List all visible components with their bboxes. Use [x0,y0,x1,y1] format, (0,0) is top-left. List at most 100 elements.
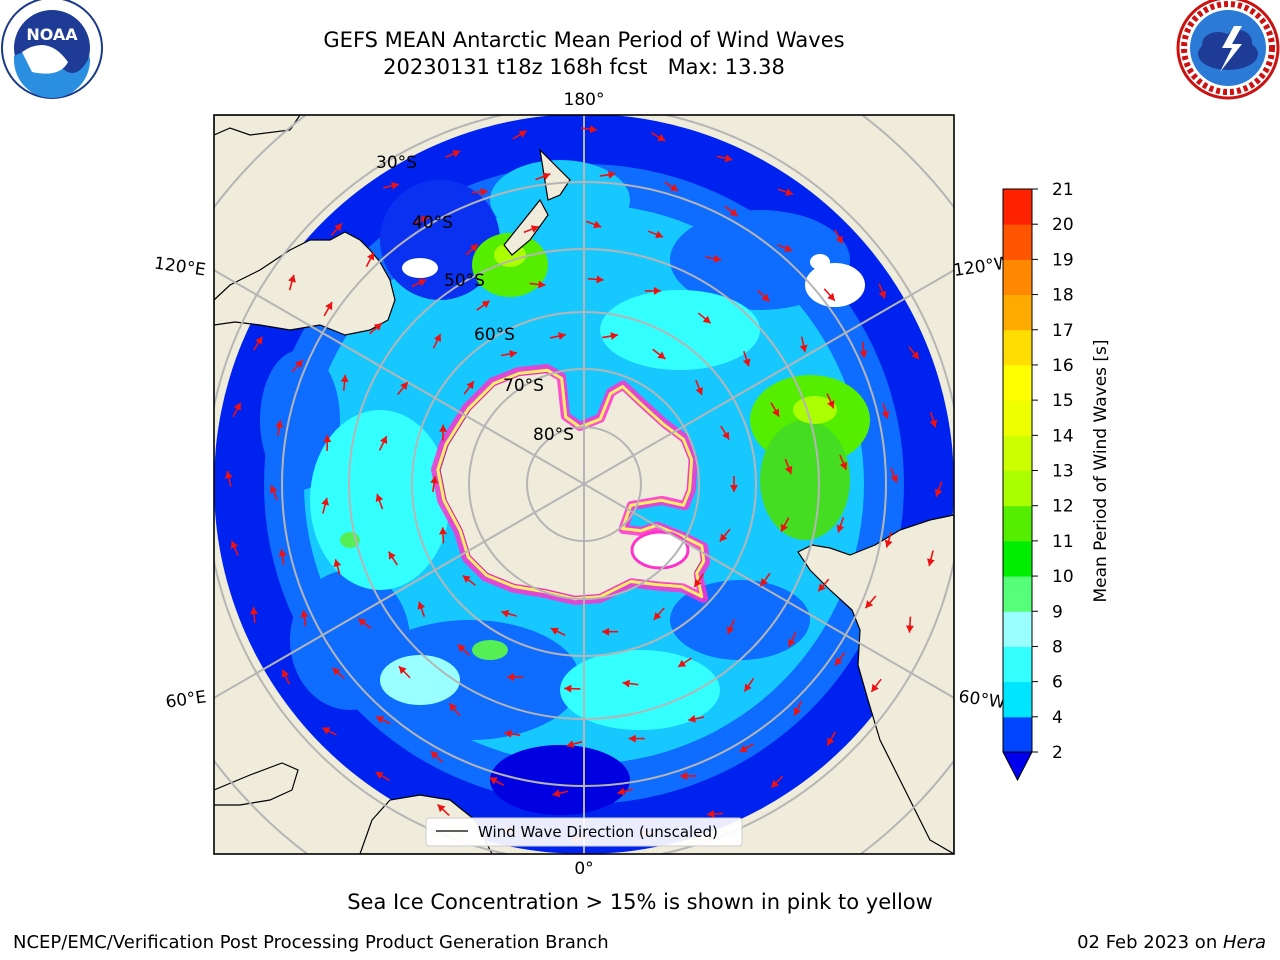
wind-arrow-head [439,424,448,432]
wind-arrow-head [469,244,478,252]
australia [214,231,396,336]
colorbar-segment [1003,364,1032,401]
wind-arrow-head [884,539,893,548]
wind-arrow-head [911,351,919,360]
wind-arrow-head [530,225,539,233]
wind-arrow-head [504,729,512,738]
lat-label-30: 30°S [376,153,417,173]
wind-arrow-head [730,485,738,492]
wind-arrow-head [934,488,943,497]
wind-arrow-head [333,559,342,568]
colorbar-tick-label: 16 [1052,356,1074,376]
wind-arrow-head [507,673,515,682]
wind-arrow-head [509,349,517,358]
wind-arrow-head [670,183,679,191]
wind-arrow-head [462,575,471,583]
colorbar-tick-label: 17 [1052,321,1074,341]
wind-arrow-head [596,275,604,284]
footer-date: 02 Feb 2023 on Hera [1077,932,1266,953]
noaa-logo-text: NOAA [26,25,78,44]
wind-arrow-head [702,315,711,324]
wind-arrow-head [653,612,662,620]
wind-arrow-head [417,601,426,610]
wind-arrow-head [437,804,446,813]
wind-arrow-head [724,154,733,163]
wind-arrow-head [890,474,898,483]
wind-arrow-head [761,293,770,302]
wind-arrow-head [865,600,874,609]
wind-arrow-head [564,684,572,693]
colorbar-tick-label: 6 [1052,673,1063,693]
wind-arrow-head [379,436,388,445]
wind-arrow-head [655,230,664,239]
wind-arrow-head [391,181,399,190]
lat-label-70: 70°S [503,376,544,396]
wind-arrow-head [617,787,626,796]
colorbar-segment [1003,400,1032,436]
wind-arrow-head [695,386,703,395]
wind-arrow-head [871,683,879,692]
wind-arrow-head [295,360,303,368]
wind-arrow-head [602,627,610,636]
wind-arrow-head [255,336,263,345]
wind-arrow-head [430,751,439,760]
wind-arrow-head [430,476,439,484]
colorbar-tick-label: 14 [1052,426,1074,446]
wind-arrow-head [878,290,887,299]
wind-arrow-head [784,465,793,474]
colorbar-segment [1003,646,1032,683]
wind-arrow-head [608,170,616,179]
wind-arrow-head [859,350,868,358]
lon-label-bottom: 0° [574,859,593,879]
wind-arrow-head [784,244,793,252]
wind-arrow-head [680,771,688,780]
colorbar-segment [1003,329,1032,366]
wind-arrow-head [835,657,843,666]
wind-arrow-head [398,666,407,675]
colorbar-tick-label: 15 [1052,391,1074,411]
lon-label-lower-right: 60°W [957,687,1006,713]
wind-arrow-head [439,527,447,535]
wind-arrow-head [836,524,845,533]
footer-machine: Hera [1222,932,1266,953]
wind-arrow-head [501,609,510,618]
wind-arrow-head [334,223,342,232]
wind-arrow-head [589,125,598,134]
south-america [797,514,954,854]
wind-arrow-head [332,667,341,676]
wind-arrow-head [771,779,779,788]
wind-arrow-head [449,703,458,712]
wind-arrow-head [230,540,239,549]
wind-arrow-head [388,551,396,560]
wind-arrow-head [927,558,935,567]
wind-arrow-head [281,669,290,678]
footer-branch: NCEP/EMC/Verification Post Processing Pr… [13,932,609,953]
wind-arrow-head [744,683,752,692]
lon-label-upper-left: 120°E [153,253,207,280]
wind-arrow-head [905,625,914,633]
wind-arrow-head [552,789,561,798]
wind-arrow-head [300,610,309,618]
colorbar-segment [1003,294,1032,331]
colorbar-tick-label: 9 [1052,602,1063,622]
wind-arrow-head [688,714,696,723]
wind-arrow-head [400,382,408,391]
wind-arrow-head [622,679,630,688]
wind-arrow-head [653,286,661,295]
colorbar-tick-label: 12 [1052,497,1074,517]
wind-arrow-head [719,533,728,542]
wind-arrow-head [827,737,835,746]
wind-arrow-head [420,215,429,224]
wind-arrow-head [593,220,602,229]
wind-arrow-head [739,744,748,752]
wind-arrow-head [566,740,575,748]
wind-arrow-head [610,332,618,341]
wind-arrow-head [375,716,384,724]
wind-arrow-head [358,618,367,627]
wind-arrow-head [929,419,938,428]
wind-arrow-head [224,471,233,479]
wind-wave-arrows [224,125,943,844]
wind-arrow-head [713,254,722,263]
wind-arrow-head [452,149,461,158]
